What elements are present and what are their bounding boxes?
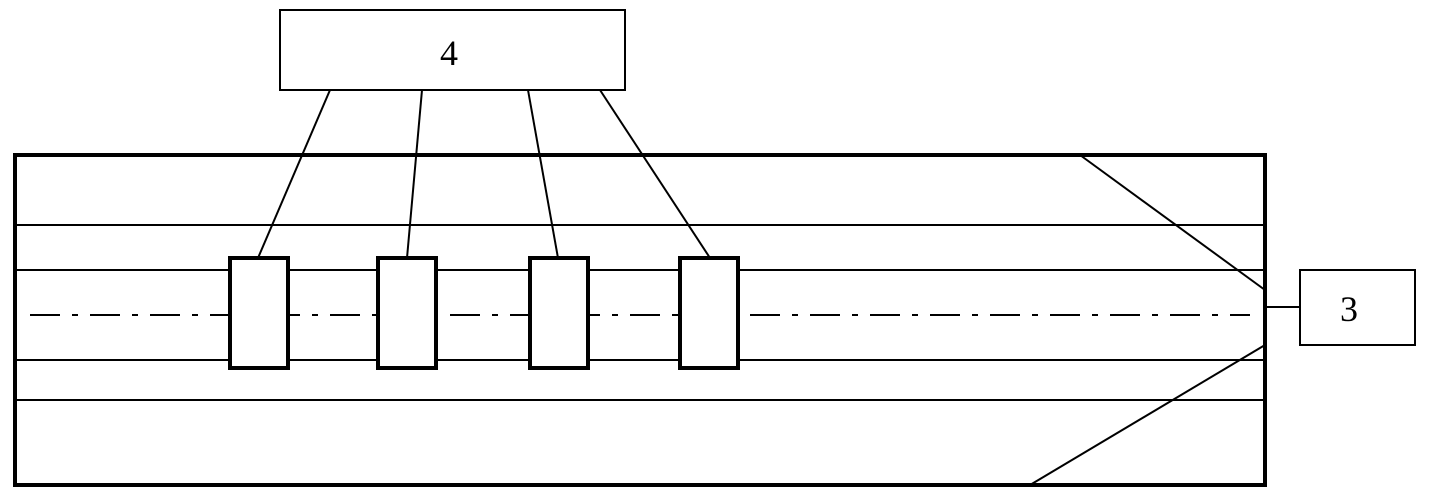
- label-3: 3: [1340, 288, 1358, 330]
- block-2: [378, 258, 436, 368]
- diagram-container: 4 3: [0, 0, 1446, 504]
- connector-4: [600, 90, 710, 258]
- right-line-bottom: [1030, 345, 1265, 485]
- label-4: 4: [440, 32, 458, 74]
- connector-2: [407, 90, 422, 258]
- block-3: [530, 258, 588, 368]
- connector-3: [528, 90, 558, 258]
- connector-1: [258, 90, 330, 258]
- block-1: [230, 258, 288, 368]
- block-4: [680, 258, 738, 368]
- schematic-svg: [0, 0, 1446, 504]
- main-body-rect: [15, 155, 1265, 485]
